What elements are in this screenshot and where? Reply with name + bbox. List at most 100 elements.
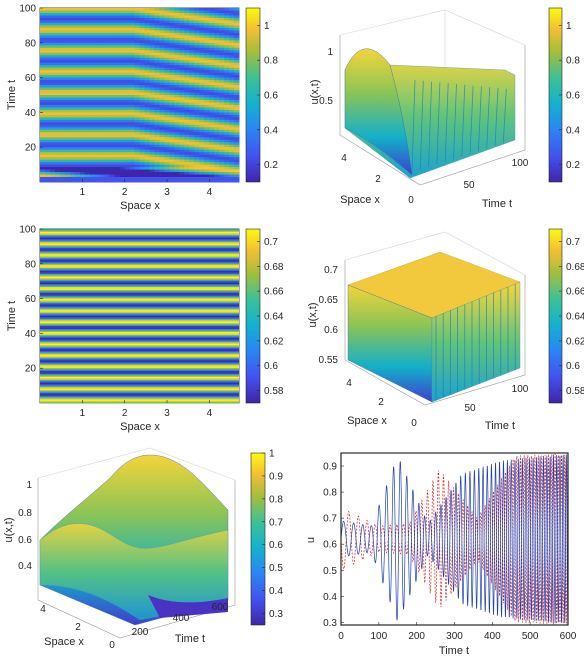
heatmap-cell xyxy=(94,142,101,146)
heatmap-cell xyxy=(104,107,111,111)
heatmap-cell xyxy=(94,10,101,14)
heatmap-cell xyxy=(104,167,111,170)
heatmap-cell xyxy=(144,174,150,178)
heatmap-cell xyxy=(114,80,121,83)
heatmap-cell xyxy=(144,109,150,113)
heatmap-cell xyxy=(179,129,185,133)
heatmap-cell xyxy=(149,157,155,161)
heatmap-cell xyxy=(194,42,200,46)
heatmap-cell xyxy=(224,25,230,29)
heatmap-cell xyxy=(49,147,56,151)
heatmap-cell xyxy=(69,124,76,128)
heatmap-cell xyxy=(99,65,106,69)
heatmap-cell xyxy=(189,107,195,111)
heatmap-cell xyxy=(234,172,240,175)
heatmap-cell xyxy=(40,139,46,143)
heatmap-cell xyxy=(234,60,240,64)
heatmap-cell xyxy=(184,112,190,116)
heatmap-cell xyxy=(144,22,150,26)
heatmap-cell xyxy=(134,127,140,131)
line-xlabel: Time t xyxy=(439,645,469,657)
heatmap-cell xyxy=(69,127,76,131)
colorbar-tick-label: 0.3 xyxy=(269,609,283,620)
heatmap-cell xyxy=(79,169,86,173)
heatmap-cell xyxy=(79,134,86,138)
heatmap-cell xyxy=(229,162,235,165)
heatmap-cell xyxy=(139,75,145,78)
heatmap-cell xyxy=(49,70,56,74)
heatmap-cell xyxy=(134,15,140,19)
heatmap-cell xyxy=(139,37,145,41)
heatmap-cell xyxy=(184,137,190,141)
heatmap-cell xyxy=(109,45,116,49)
heatmap-cell xyxy=(139,122,145,126)
heatmap-cell xyxy=(79,65,86,69)
heatmap-cell xyxy=(144,10,150,14)
heatmap-cell xyxy=(234,77,240,81)
heatmap-cell xyxy=(40,107,46,111)
heatmap-cell xyxy=(89,137,96,141)
heatmap-cell xyxy=(124,25,130,29)
heatmap-cell xyxy=(94,95,101,98)
heatmap-cell xyxy=(79,22,86,26)
heatmap-cell xyxy=(229,114,235,118)
heatmap-cell xyxy=(219,75,225,78)
heatmap-cell xyxy=(104,80,111,83)
heatmap-cell xyxy=(174,154,180,158)
heatmap-cell xyxy=(179,179,185,183)
heatmap-cell xyxy=(144,72,150,76)
xtick-label: 1 xyxy=(80,187,86,198)
heatmap-cell xyxy=(119,87,125,91)
heatmap-cell xyxy=(99,112,106,116)
heatmap-cell xyxy=(204,35,210,39)
heatmap-cell xyxy=(40,104,46,108)
heatmap-cell xyxy=(189,52,195,56)
heatmap-cell xyxy=(159,132,165,136)
heatmap-stripe xyxy=(40,265,239,268)
heatmap-cell xyxy=(109,112,116,116)
heatmap-cell xyxy=(114,30,121,34)
heatmap-cell xyxy=(214,10,220,14)
heatmap-cell xyxy=(149,127,155,131)
heatmap-cell xyxy=(194,109,200,113)
heatmap-cell xyxy=(134,10,140,14)
heatmap-cell xyxy=(119,114,125,118)
heatmap-cell xyxy=(179,159,185,163)
heatmap-cell xyxy=(179,97,185,101)
heatmap-cell xyxy=(109,37,116,41)
heatmap-cell xyxy=(124,80,130,83)
heatmap-cell xyxy=(139,92,145,96)
heatmap-cell xyxy=(44,85,51,88)
heatmap-cell xyxy=(79,42,86,46)
heatmap-cell xyxy=(89,164,96,168)
heatmap-cell xyxy=(84,147,91,151)
heatmap-cell xyxy=(229,45,235,49)
colorbar-tick-label: 0.8 xyxy=(566,56,580,67)
heatmap-cell xyxy=(94,55,101,59)
heatmap-cell xyxy=(59,72,66,76)
heatmap-cell xyxy=(159,107,165,111)
heatmap-cell xyxy=(74,25,81,29)
heatmap-cell xyxy=(164,119,170,123)
heatmap-cell xyxy=(114,144,121,148)
surface-top-spacetick: 0 xyxy=(408,195,414,206)
heatmap-stripe xyxy=(40,250,239,253)
heatmap-cell xyxy=(189,85,195,88)
heatmap-cell xyxy=(104,139,111,143)
heatmap-cell xyxy=(184,92,190,96)
heatmap-cell xyxy=(54,142,61,146)
heatmap-cell xyxy=(214,174,220,178)
heatmap-cell xyxy=(199,127,205,131)
heatmap-stripe xyxy=(40,371,239,373)
heatmap-cell xyxy=(224,167,230,170)
heatmap-cell xyxy=(89,162,96,165)
colorbar-tick-label: 0.6 xyxy=(566,361,580,372)
heatmap-stripe xyxy=(40,295,239,298)
heatmap-cell xyxy=(84,12,91,16)
heatmap-cell xyxy=(84,102,91,106)
heatmap-cell xyxy=(54,102,61,106)
heatmap-cell xyxy=(89,124,96,128)
heatmap-cell xyxy=(64,55,71,59)
heatmap-cell xyxy=(44,119,51,123)
heatmap-cell xyxy=(234,117,240,121)
